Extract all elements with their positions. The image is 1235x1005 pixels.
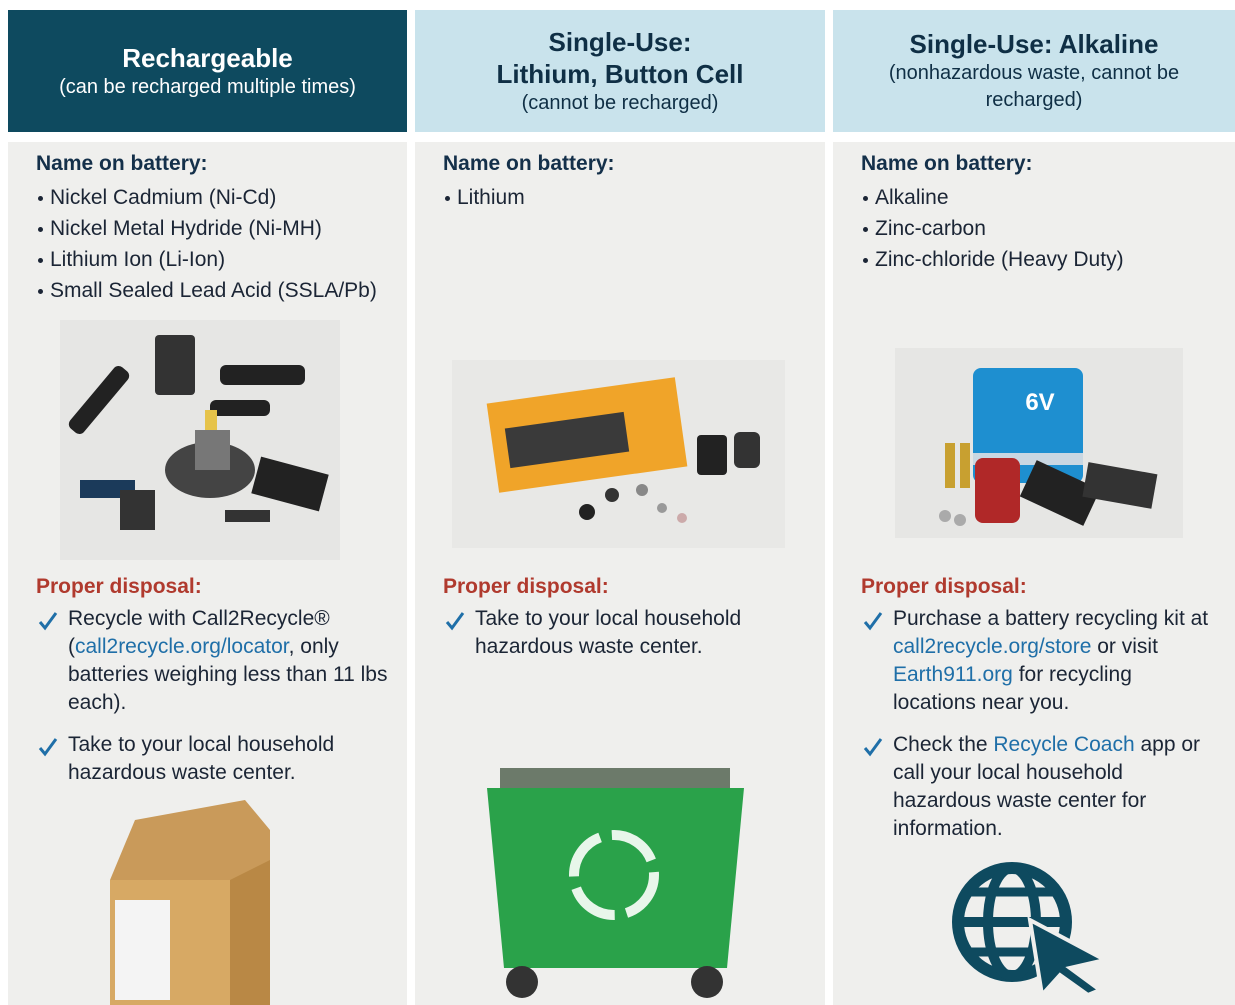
- page: {"columns": [ {"header": {"title_lines":…: [0, 0, 1235, 1005]
- name-item: Lithium Ion (Li-Ion): [36, 244, 389, 275]
- link[interactable]: Earth911.org: [893, 663, 1013, 686]
- header-gap: [833, 132, 1235, 142]
- check-mark: [863, 611, 883, 631]
- header-subtitle: (cannot be recharged): [492, 90, 749, 117]
- name-item: Zinc-chloride (Heavy Duty): [861, 244, 1217, 275]
- web-globe-icon: [950, 860, 1110, 995]
- header-subtitle: (can be recharged multiple times): [29, 74, 386, 101]
- link[interactable]: call2recycle.org/locator: [75, 635, 289, 658]
- rechargeable-batteries-photo: [60, 320, 340, 560]
- battery-label: 6V: [1025, 389, 1054, 416]
- name-item: Nickel Metal Hydride (Ni-MH): [36, 213, 389, 244]
- link[interactable]: call2recycle.org/store: [893, 635, 1091, 658]
- recycling-box-photo: [95, 800, 275, 1005]
- check-mark: [38, 737, 58, 757]
- disposal-item: Check the Recycle Coach app or call your…: [861, 731, 1217, 843]
- text: Purchase a battery recycling kit at: [893, 607, 1208, 630]
- name-item: Lithium: [443, 182, 807, 213]
- alkaline-batteries-photo: 6V: [895, 348, 1183, 538]
- column-header: Rechargeable(can be recharged multiple t…: [8, 10, 407, 132]
- text: or visit: [1091, 635, 1158, 658]
- disposal-list: Recycle with Call2Recycle® (call2recycle…: [36, 605, 389, 787]
- disposal-section: Proper disposal: Recycle with Call2Recycl…: [36, 575, 389, 801]
- section-heading: Name on battery:: [443, 152, 807, 176]
- check-mark: [445, 611, 465, 631]
- section-heading: Proper disposal:: [36, 575, 389, 599]
- text: Take to your local household hazardous w…: [475, 607, 741, 658]
- name-item: Zinc-carbon: [861, 213, 1217, 244]
- names-list: Lithium: [443, 182, 807, 213]
- names-list: Nickel Cadmium (Ni-Cd)Nickel Metal Hydri…: [36, 182, 389, 306]
- disposal-item: Recycle with Call2Recycle® (call2recycle…: [36, 605, 389, 717]
- header-title: Single-Use: Alkaline: [910, 28, 1159, 60]
- disposal-list: Take to your local household hazardous w…: [443, 605, 807, 661]
- name-item: Small Sealed Lead Acid (SSLA/Pb): [36, 275, 389, 306]
- name-item: Alkaline: [861, 182, 1217, 213]
- section-heading: Proper disposal:: [861, 575, 1217, 599]
- disposal-section: Proper disposal: Purchase a battery recyc…: [861, 575, 1217, 857]
- check-mark: [38, 611, 58, 631]
- disposal-item: Purchase a battery recycling kit at call…: [861, 605, 1217, 717]
- section-heading: Proper disposal:: [443, 575, 807, 599]
- names-section: Name on battery: Nickel Cadmium (Ni-Cd)Ni…: [36, 152, 389, 306]
- disposal-section: Proper disposal: Take to your local house…: [443, 575, 807, 675]
- disposal-list: Purchase a battery recycling kit at call…: [861, 605, 1217, 843]
- section-heading: Name on battery:: [861, 152, 1217, 176]
- disposal-item: Take to your local household hazardous w…: [36, 731, 389, 787]
- check-mark: [863, 737, 883, 757]
- header-gap: [415, 132, 825, 142]
- text: Check the: [893, 733, 993, 756]
- column-header: Single-Use:Lithium, Button Cell(cannot b…: [415, 10, 825, 132]
- header-title: Lithium, Button Cell: [497, 58, 744, 90]
- section-heading: Name on battery:: [36, 152, 389, 176]
- link[interactable]: Recycle Coach: [993, 733, 1134, 756]
- header-subtitle: (nonhazardous waste, cannot be recharged…: [833, 60, 1235, 114]
- header-title: Single-Use:: [548, 26, 691, 58]
- disposal-item: Take to your local household hazardous w…: [443, 605, 807, 661]
- header-gap: [8, 132, 407, 142]
- column-header: Single-Use: Alkaline(nonhazardous waste,…: [833, 10, 1235, 132]
- names-section: Name on battery: Lithium: [443, 152, 807, 213]
- name-item: Nickel Cadmium (Ni-Cd): [36, 182, 389, 213]
- header-title: Rechargeable: [122, 42, 293, 74]
- text: Take to your local household hazardous w…: [68, 733, 334, 784]
- recycling-bin-photo: [482, 740, 747, 1002]
- lithium-batteries-photo: [452, 360, 785, 548]
